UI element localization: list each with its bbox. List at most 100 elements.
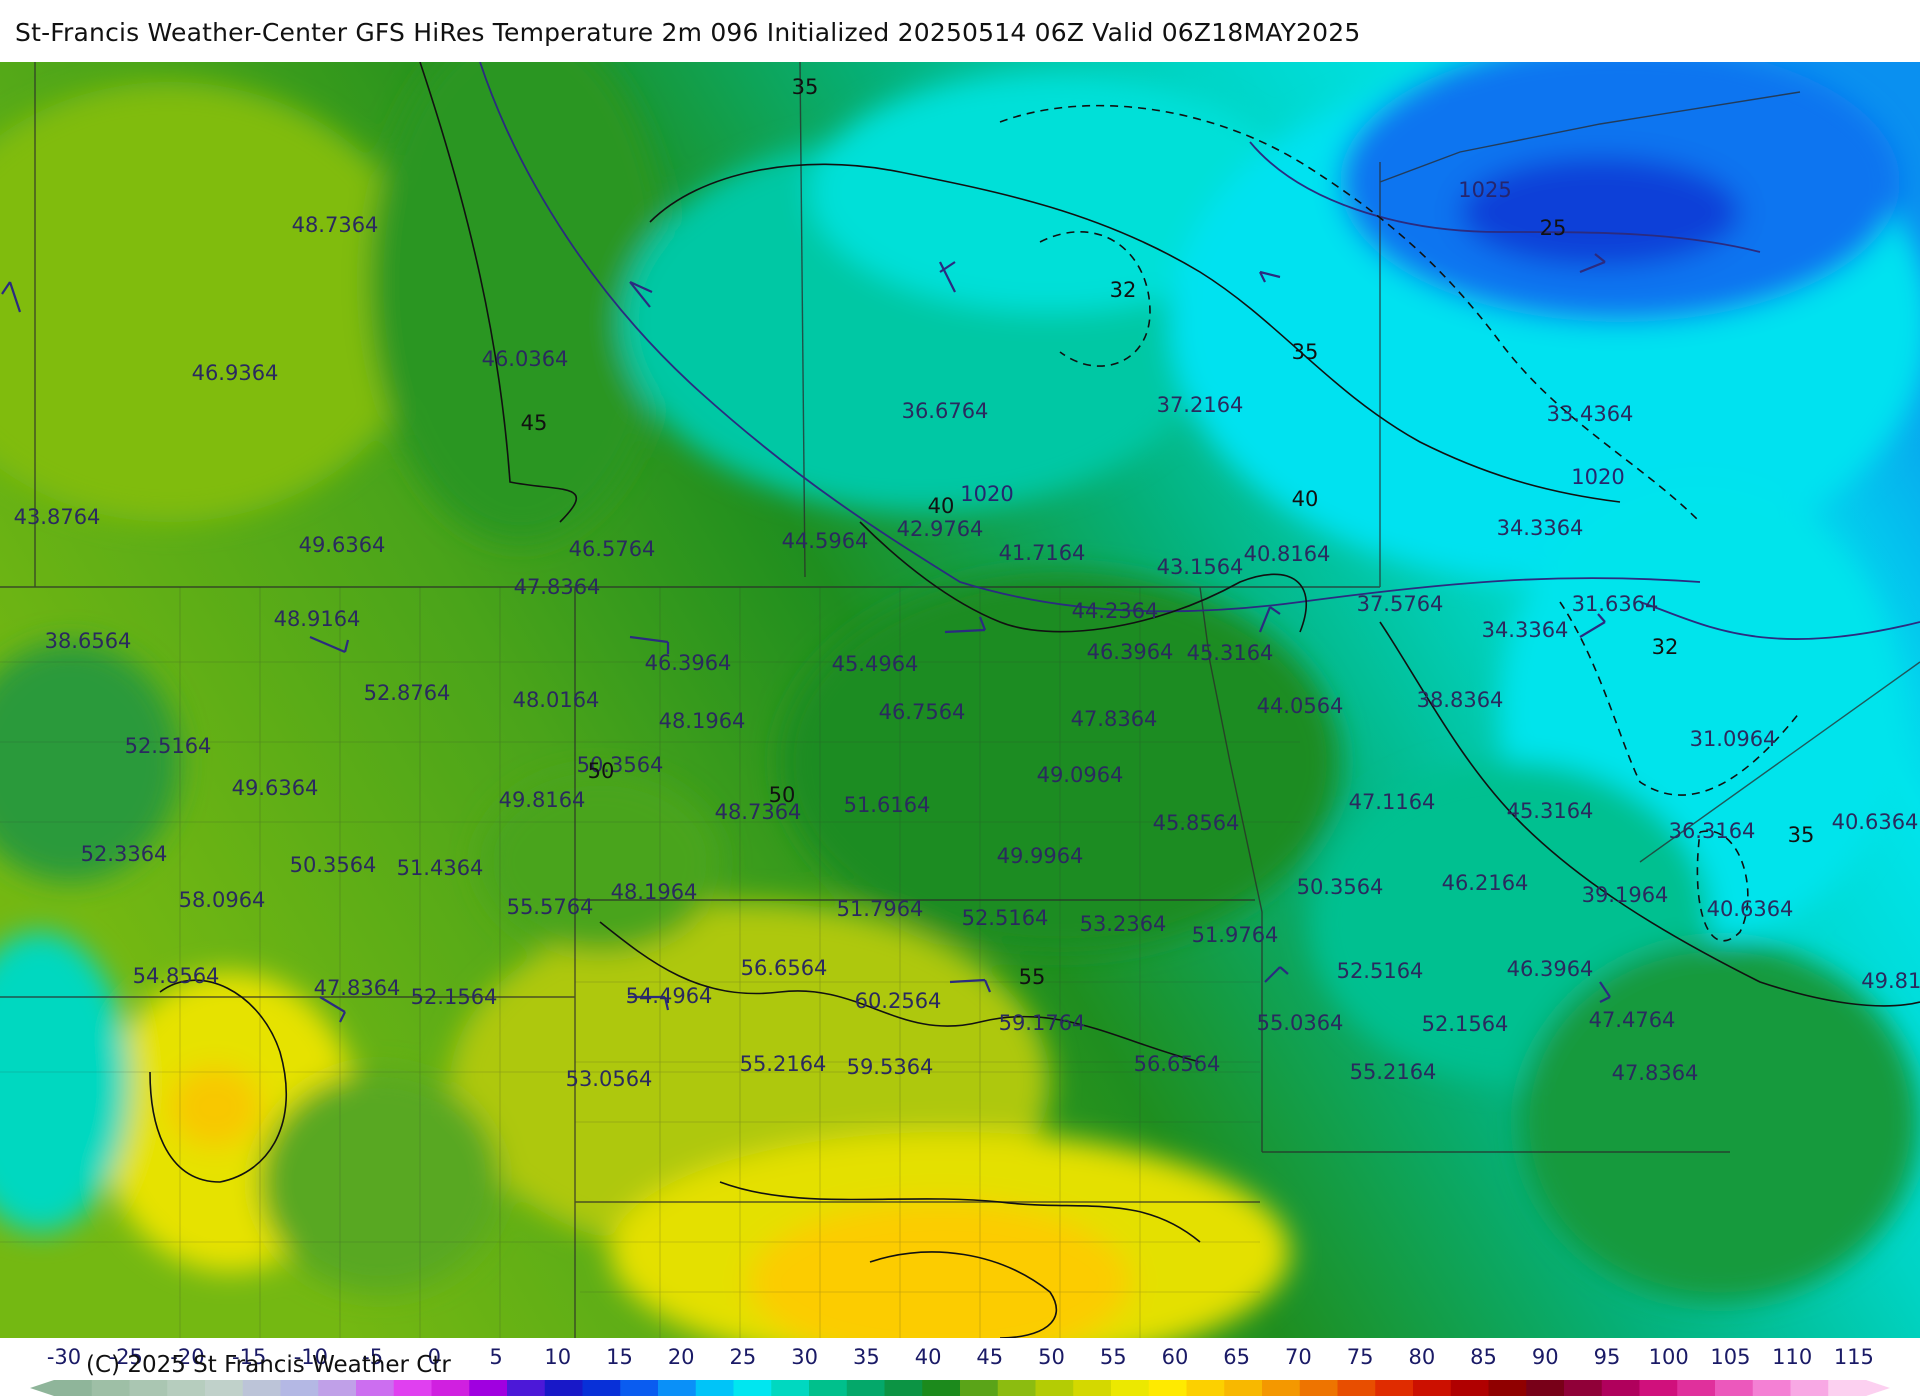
colorbar-swatch: [1677, 1380, 1716, 1396]
temperature-label: 49.0964: [1037, 763, 1124, 787]
contour-values: 35 32 35 25 45 40 40 32 50 50 55 35: [521, 75, 1815, 989]
temperature-label: 46.3964: [1507, 957, 1594, 981]
colorbar-swatch: [1601, 1380, 1640, 1396]
contour-label: 32: [1652, 635, 1679, 659]
temperature-label: 31.6364: [1572, 592, 1659, 616]
zone-southeast-green: [1520, 942, 1920, 1302]
temperature-label: 40.8164: [1244, 542, 1331, 566]
colorbar-swatch: [1375, 1380, 1414, 1396]
temperature-label: 54.8564: [133, 964, 220, 988]
temperature-map: 48.7364 46.9364 46.0364 36.6764 37.2164 33.43…: [0, 62, 1920, 1338]
temperature-label: 40.6364: [1707, 897, 1794, 921]
colorbar-swatch: [1111, 1380, 1150, 1396]
colorbar-tick-label: -15: [232, 1345, 267, 1369]
temperature-label: 43.1564: [1157, 555, 1244, 579]
temperature-label: 49.816: [1861, 969, 1920, 993]
colorbar-tick-label: 85: [1470, 1345, 1497, 1369]
temperature-label: 48.0164: [513, 688, 600, 712]
temperature-label: 55.5764: [507, 895, 594, 919]
temperature-label: 45.3164: [1507, 799, 1594, 823]
isobar-label: 1025: [1458, 178, 1511, 202]
colorbar-ticks: -30 -25 -20 -15 -10 -5 0 5 10 15 20 25 30 35 40 45 50 55 6…: [0, 1338, 1920, 1372]
temperature-label: 50.3564: [1297, 875, 1384, 899]
contour-label: 50: [769, 783, 796, 807]
colorbar-swatch: [280, 1380, 319, 1396]
colorbar-tick-label: 40: [914, 1345, 942, 1369]
colorbar-swatch: [242, 1380, 281, 1396]
temperature-label: 34.3364: [1482, 618, 1569, 642]
colorbar-tick-label: 100: [1648, 1345, 1689, 1369]
temperature-label: 39.1964: [1582, 883, 1669, 907]
temperature-label: 33.4364: [1547, 402, 1634, 426]
contour-label: 40: [1292, 487, 1319, 511]
contour-label: 35: [792, 75, 819, 99]
contour-35-east: [1379, 621, 1920, 1007]
colorbar-swatch: [544, 1380, 583, 1396]
contour-55: [719, 1181, 1201, 1243]
temperature-label: 52.1564: [1422, 1012, 1509, 1036]
temperature-label: 42.9764: [897, 517, 984, 541]
colorbar-tick-label: 25: [729, 1345, 757, 1369]
zone-west-dark-green: [370, 62, 670, 542]
temperature-label: 49.9964: [997, 844, 1084, 868]
temperature-label: 38.8364: [1417, 688, 1504, 712]
colorbar-swatch: [658, 1380, 697, 1396]
colorbar-tick-label: 70: [1285, 1345, 1312, 1369]
temperature-label: 54.4964: [626, 984, 713, 1008]
temperature-label: 46.3964: [645, 651, 732, 675]
colorbar-swatch: [1224, 1380, 1263, 1396]
colorbar-swatch: [91, 1380, 130, 1396]
zone-west-cyan: [0, 932, 130, 1232]
temperature-label: 43.8764: [14, 505, 101, 529]
colorbar-tick-label: 15: [606, 1345, 633, 1369]
map-title: St-Francis Weather-Center GFS HiRes Temp…: [15, 18, 1361, 47]
temperature-label: 47.8364: [314, 976, 401, 1000]
temperature-label: 40.6364: [1832, 810, 1919, 834]
colorbar-swatch: [922, 1380, 961, 1396]
temperature-label: 50.3564: [290, 853, 377, 877]
colorbar-tick-label: 50: [1038, 1345, 1065, 1369]
temperature-label: 49.6364: [232, 776, 319, 800]
temperature-label: 48.9164: [274, 607, 361, 631]
contour-35-north: [649, 163, 1621, 503]
colorbar-tick-label: -20: [170, 1345, 205, 1369]
colorbar-swatch: [507, 1380, 546, 1396]
colorbar-swatch: [771, 1380, 810, 1396]
temperature-label: 52.5164: [125, 734, 212, 758]
colorbar-tick-label: 115: [1833, 1345, 1874, 1369]
temperature-label: 52.8764: [364, 681, 451, 705]
colorbar-swatch: [1299, 1380, 1338, 1396]
colorbar-swatch: [1186, 1380, 1225, 1396]
temperature-label: 51.6164: [844, 793, 931, 817]
temperature-label: 52.5164: [962, 906, 1049, 930]
colorbar-swatch: [733, 1380, 772, 1396]
temperature-label: 55.0364: [1257, 1011, 1344, 1035]
freezing-contours: [999, 104, 1801, 942]
colorbar-tick-label: 65: [1223, 1345, 1251, 1369]
colorbar-swatch: [1828, 1380, 1867, 1396]
temperature-label: 41.7164: [999, 541, 1086, 565]
temperature-label: 44.2364: [1072, 599, 1159, 623]
temperature-label: 46.7564: [879, 700, 966, 724]
contour-31-east: [1696, 830, 1749, 942]
isobar-label: 1020: [960, 482, 1013, 506]
contour-label: 45: [521, 411, 548, 435]
colorbar-swatch: [1790, 1380, 1829, 1396]
colorbar-swatch: [1262, 1380, 1301, 1396]
temperature-label: 56.6564: [741, 956, 828, 980]
temperature-label: 44.5964: [782, 529, 869, 553]
colorbar-swatch: [620, 1380, 659, 1396]
boundaries: [0, 62, 1920, 1338]
temperature-values: 48.7364 46.9364 46.0364 36.6764 37.2164 33.43…: [14, 213, 1920, 1091]
colorbar-tick-label: 20: [667, 1345, 695, 1369]
temperature-label: 36.6764: [902, 399, 989, 423]
colorbar-low-arrow: [30, 1380, 54, 1396]
colorbar-swatch: [431, 1380, 470, 1396]
temperature-label: 49.6364: [299, 533, 386, 557]
temperature-label: 37.5764: [1357, 592, 1444, 616]
colorbar-swatch: [356, 1380, 395, 1396]
contour-32-north: [1039, 231, 1151, 367]
colorbar-tick-label: 45: [976, 1345, 1004, 1369]
colorbar-swatch: [582, 1380, 621, 1396]
colorbar-tick-label: -5: [362, 1345, 384, 1369]
